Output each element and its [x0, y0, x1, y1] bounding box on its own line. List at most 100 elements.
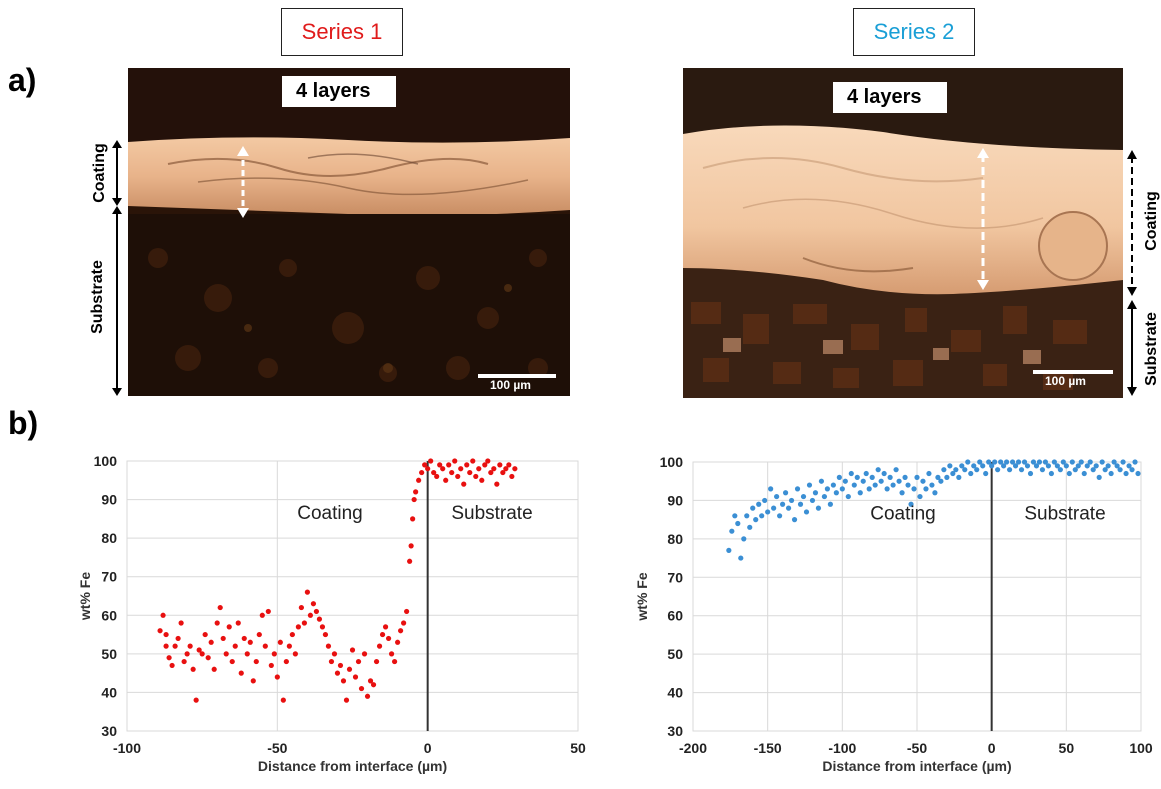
data-point [373, 658, 380, 665]
data-point [157, 628, 163, 634]
data-point [259, 612, 265, 618]
panel-label-b: b) [8, 405, 39, 441]
data-point [202, 631, 208, 638]
data-point [187, 643, 193, 649]
data-point [1108, 470, 1114, 477]
data-point [476, 466, 482, 472]
data-point [331, 651, 338, 657]
x-tick-label: 0 [424, 740, 432, 756]
data-point [482, 462, 488, 468]
data-point [824, 486, 830, 492]
data-point [166, 655, 172, 661]
data-point [241, 635, 247, 642]
micrograph-1-image [128, 68, 570, 396]
data-point [262, 643, 268, 649]
coating-annotation: Coating [870, 504, 936, 525]
data-point [797, 501, 804, 507]
data-point [160, 612, 166, 618]
x-axis-label: Distance from interface (µm) [258, 758, 447, 774]
data-point [839, 486, 845, 492]
data-point [196, 647, 202, 653]
substrate-annotation: Substrate [451, 503, 532, 524]
data-point [1054, 463, 1060, 469]
x-tick-label: 100 [1129, 740, 1153, 756]
data-point [410, 516, 416, 522]
data-point [470, 458, 476, 464]
data-point [1132, 459, 1138, 465]
data-point [431, 469, 437, 476]
data-point [244, 651, 250, 657]
data-point [1063, 463, 1069, 469]
data-point [388, 651, 395, 657]
data-point [818, 478, 825, 484]
data-point [419, 469, 425, 476]
micrograph-2-image [683, 68, 1123, 398]
data-point [500, 469, 506, 476]
data-point [833, 490, 839, 496]
data-point [899, 490, 905, 496]
data-point [962, 467, 968, 473]
data-point [989, 463, 995, 469]
data-point [938, 478, 944, 484]
data-point [1001, 463, 1007, 469]
data-point [917, 493, 923, 500]
x-tick-label: -50 [267, 740, 287, 756]
data-point [382, 624, 389, 630]
data-point [785, 505, 792, 511]
data-point [914, 474, 920, 480]
data-point [1126, 463, 1132, 469]
data-point [358, 685, 365, 692]
data-point [1004, 459, 1010, 465]
data-point [422, 462, 428, 468]
data-point [1072, 467, 1078, 473]
data-point [815, 505, 822, 511]
data-point [298, 604, 304, 611]
data-point [292, 651, 298, 657]
data-point [178, 620, 184, 626]
data-point [425, 466, 431, 472]
data-point [226, 624, 232, 630]
data-point [283, 658, 289, 665]
data-point [1114, 463, 1120, 469]
data-point [735, 520, 741, 527]
data-point [1069, 459, 1075, 465]
data-point [1039, 467, 1046, 473]
data-point [190, 666, 196, 672]
data-point [408, 543, 414, 549]
y-axis-label: wt% Fe [77, 572, 93, 621]
data-point [211, 666, 217, 672]
data-point [992, 459, 998, 465]
data-point [485, 458, 491, 464]
micrograph-1-side-arrows [112, 140, 122, 396]
data-point [806, 482, 813, 488]
data-point [875, 467, 881, 473]
data-point [301, 620, 307, 626]
data-point [1060, 459, 1066, 465]
data-point [310, 601, 317, 607]
data-point [911, 486, 917, 492]
data-point [349, 647, 356, 653]
data-point [343, 697, 350, 703]
data-point [1066, 470, 1072, 477]
data-point [1045, 463, 1052, 469]
data-point [788, 497, 795, 504]
data-point [726, 547, 732, 553]
x-tick-label: 0 [988, 740, 996, 756]
data-point [884, 486, 890, 492]
data-point [169, 662, 175, 669]
data-point [398, 628, 404, 634]
data-point [872, 482, 878, 488]
data-point [319, 624, 326, 630]
data-point [337, 662, 344, 669]
data-point [223, 651, 229, 657]
data-point [376, 643, 383, 649]
data-point [920, 478, 926, 484]
micrograph-2-side-arrows [1127, 150, 1137, 396]
data-point [205, 655, 211, 661]
data-point [1123, 470, 1129, 477]
data-point [1012, 463, 1019, 469]
y-tick-label: 70 [667, 569, 683, 585]
data-point [391, 658, 398, 665]
data-point [370, 682, 377, 688]
data-point [1081, 470, 1087, 477]
